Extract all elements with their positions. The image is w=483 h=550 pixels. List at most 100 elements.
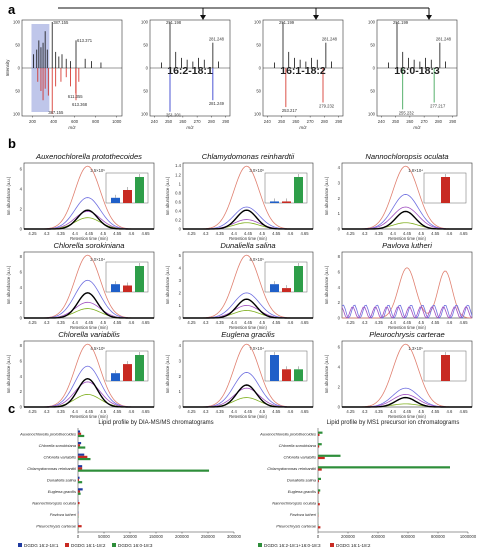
x-tick-label: 260 bbox=[179, 119, 187, 124]
y-tick-label: 4 bbox=[338, 165, 341, 170]
ms1-bar-chart: Lipid profile by MS1 precursor ion chrom… bbox=[258, 420, 477, 548]
x-tick-label: 4.45 bbox=[403, 231, 412, 236]
x-tick-label: 4.65 bbox=[141, 320, 150, 325]
y-tick-label: 50 bbox=[143, 43, 148, 48]
x-tick-label: 4.35 bbox=[216, 320, 225, 325]
x-tick-label: 4.45 bbox=[85, 231, 94, 236]
x-tick-label: 4.5 bbox=[418, 231, 424, 236]
legend-label: DGDG 16:0-18:3 bbox=[118, 543, 153, 548]
data-bar bbox=[78, 434, 85, 438]
ion-trace bbox=[183, 222, 313, 230]
x-tick-label: 4.25 bbox=[346, 231, 355, 236]
x-tick-label: 4.4 bbox=[72, 320, 78, 325]
y-tick-label: 0.4 bbox=[175, 208, 181, 213]
species-label: Nannochloropsis oculata bbox=[272, 501, 317, 506]
x-tick-label: 250 bbox=[278, 119, 286, 124]
y-axis-label: Ion abundance (a.u.) bbox=[165, 265, 170, 304]
inset-bar bbox=[123, 285, 132, 292]
y-tick-label: 1 bbox=[338, 211, 341, 216]
peak-label: 251.198 bbox=[166, 20, 182, 25]
y-tick-label: 1 bbox=[179, 181, 182, 186]
y-tick-label: 2 bbox=[338, 300, 341, 305]
inset-bar bbox=[123, 364, 132, 381]
data-bar bbox=[78, 430, 81, 433]
chart-title: Lipid profile by DIA-MS/MS chromatograms bbox=[98, 420, 213, 426]
data-bar bbox=[318, 456, 325, 460]
isomer-label: 16:0-18:3 bbox=[394, 65, 440, 77]
x-tick-label: 4.65 bbox=[300, 320, 309, 325]
y-tick-label: 50 bbox=[370, 89, 375, 94]
x-tick-label: 4.65 bbox=[459, 320, 468, 325]
chromatogram-title: Nannochloropsis oculata bbox=[365, 152, 448, 161]
chromatogram-title: Chlorella variabilis bbox=[58, 330, 120, 339]
plot-frame bbox=[182, 162, 314, 230]
data-bar bbox=[78, 457, 91, 461]
inset-bar bbox=[441, 355, 450, 381]
x-tick-label: 4.3 bbox=[203, 320, 209, 325]
x-tick-label: 4.3 bbox=[44, 231, 50, 236]
data-bar bbox=[318, 526, 321, 529]
chromatogram-grid: Auxenochlorella protothecoides 0 2 4 6 Ion ab… bbox=[6, 152, 473, 419]
plot-frame bbox=[182, 251, 314, 319]
inset-scale-label: 3.0×10⁶ bbox=[249, 168, 264, 173]
arrow-head bbox=[426, 15, 432, 20]
data-bar bbox=[318, 489, 321, 492]
x-tick-label: 4.5 bbox=[418, 409, 424, 414]
species-label: Chlorella variabilis bbox=[44, 454, 76, 459]
chromatogram-panel: Chlorella variabilis 0 2 4 6 8 Ion abundance (… bbox=[6, 330, 155, 419]
x-tick-label: 4.45 bbox=[403, 320, 412, 325]
y-tick-label: 4 bbox=[338, 285, 341, 290]
x-tick-label: 4.3 bbox=[362, 409, 368, 414]
data-bar bbox=[318, 477, 321, 480]
ion-trace bbox=[183, 384, 313, 408]
dia-msms-bar-chart: Lipid profile by DIA-MS/MS chromatograms… bbox=[18, 420, 242, 548]
species-label: Auxenochlorella protothecoides bbox=[259, 431, 316, 436]
y-tick-label: 0 bbox=[179, 405, 182, 410]
x-tick-label: 4.3 bbox=[362, 320, 368, 325]
x-axis-label: m/z bbox=[413, 125, 421, 130]
x-tick-label: 4.65 bbox=[459, 409, 468, 414]
x-tick-label: 4.4 bbox=[72, 409, 78, 414]
y-axis-label: Ion abundance (a.u.) bbox=[165, 354, 170, 393]
inset-bar bbox=[294, 177, 303, 203]
data-bar bbox=[78, 442, 82, 445]
x-tick-label: 200000 bbox=[341, 534, 356, 539]
y-tick-label: 0.6 bbox=[175, 199, 181, 204]
x-tick-label: 260 bbox=[292, 119, 300, 124]
chromatogram-title: Auxenochlorella protothecoides bbox=[35, 152, 142, 161]
x-tick-label: 4.55 bbox=[272, 320, 281, 325]
x-tick-label: 4.35 bbox=[216, 409, 225, 414]
ion-trace bbox=[24, 378, 154, 408]
x-tick-label: 4.55 bbox=[431, 231, 440, 236]
y-axis-label: Ion abundance (a.u.) bbox=[6, 176, 11, 215]
x-axis-label: m/z bbox=[299, 125, 307, 130]
ion-trace bbox=[342, 210, 472, 230]
data-bar bbox=[78, 444, 81, 447]
y-tick-label: 8 bbox=[338, 254, 341, 259]
species-label: Nannochloropsis oculata bbox=[32, 501, 77, 506]
x-tick-label: 4.5 bbox=[100, 320, 106, 325]
spectrum-16-2-18-1: 240 250 260 270 280 290 m/z 251.198 281.248 251.2… bbox=[141, 20, 231, 130]
plot-frame bbox=[341, 340, 473, 408]
chromatogram-panel: Chlamydomonas reinhardtii 0 0.2 0.4 0.6 0.8 1 1… bbox=[165, 152, 314, 241]
x-axis-label: Retention time (min) bbox=[70, 325, 108, 330]
ion-trace bbox=[183, 298, 313, 319]
legend-swatch bbox=[65, 543, 69, 547]
x-tick-label: 250000 bbox=[201, 534, 216, 539]
data-bar bbox=[318, 454, 341, 457]
chromatogram-title: Chlamydomonas reinhardtii bbox=[202, 152, 295, 161]
x-tick-label: 4.5 bbox=[100, 409, 106, 414]
y-tick-label: 0 bbox=[259, 66, 262, 71]
x-tick-label: 4.5 bbox=[259, 409, 265, 414]
y-tick-label: 0 bbox=[20, 227, 23, 232]
x-tick-label: 4.6 bbox=[128, 409, 134, 414]
legend-swatch bbox=[112, 543, 116, 547]
x-tick-label: 4.6 bbox=[287, 231, 293, 236]
data-bar bbox=[78, 492, 81, 495]
x-tick-label: 4.4 bbox=[231, 409, 237, 414]
x-tick-label: 4.55 bbox=[113, 231, 122, 236]
legend-label: DGDG 16:2-18:1+16:0-18:3 bbox=[264, 543, 321, 548]
data-bar bbox=[78, 446, 86, 449]
species-label: Chlorella sorokiniana bbox=[39, 443, 77, 448]
y-tick-label: 6 bbox=[20, 269, 23, 274]
